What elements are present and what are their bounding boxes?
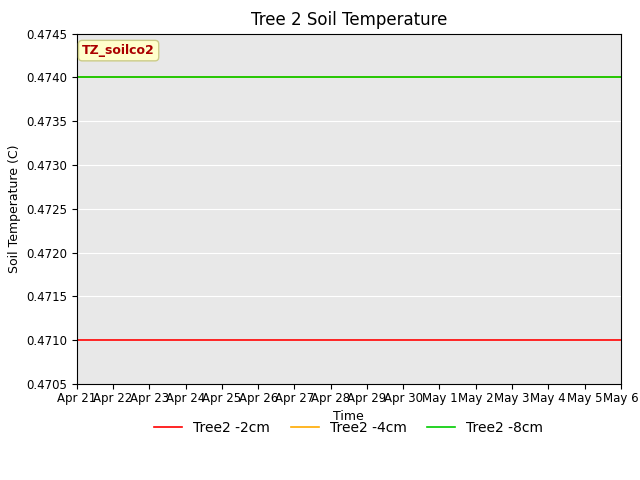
Tree2 -2cm: [617, 337, 625, 343]
Tree2 -4cm: [218, 74, 226, 80]
Tree2 -2cm: [182, 337, 189, 343]
Tree2 -4cm: [436, 74, 444, 80]
Tree2 -2cm: [291, 337, 298, 343]
Text: TZ_soilco2: TZ_soilco2: [82, 44, 155, 57]
Tree2 -8cm: [580, 74, 588, 80]
Title: Tree 2 Soil Temperature: Tree 2 Soil Temperature: [251, 11, 447, 29]
Tree2 -8cm: [73, 74, 81, 80]
X-axis label: Time: Time: [333, 410, 364, 423]
Tree2 -8cm: [363, 74, 371, 80]
Tree2 -4cm: [617, 74, 625, 80]
Tree2 -4cm: [580, 74, 588, 80]
Tree2 -8cm: [545, 74, 552, 80]
Tree2 -2cm: [109, 337, 117, 343]
Tree2 -8cm: [436, 74, 444, 80]
Tree2 -2cm: [363, 337, 371, 343]
Tree2 -8cm: [145, 74, 153, 80]
Tree2 -2cm: [436, 337, 444, 343]
Tree2 -2cm: [545, 337, 552, 343]
Tree2 -8cm: [617, 74, 625, 80]
Tree2 -8cm: [218, 74, 226, 80]
Tree2 -8cm: [182, 74, 189, 80]
Tree2 -2cm: [218, 337, 226, 343]
Tree2 -4cm: [73, 74, 81, 80]
Tree2 -4cm: [399, 74, 407, 80]
Tree2 -8cm: [109, 74, 117, 80]
Legend: Tree2 -2cm, Tree2 -4cm, Tree2 -8cm: Tree2 -2cm, Tree2 -4cm, Tree2 -8cm: [148, 415, 549, 440]
Tree2 -2cm: [327, 337, 335, 343]
Tree2 -2cm: [73, 337, 81, 343]
Tree2 -4cm: [472, 74, 479, 80]
Tree2 -2cm: [472, 337, 479, 343]
Tree2 -4cm: [545, 74, 552, 80]
Tree2 -4cm: [291, 74, 298, 80]
Y-axis label: Soil Temperature (C): Soil Temperature (C): [8, 144, 20, 273]
Tree2 -8cm: [508, 74, 516, 80]
Tree2 -8cm: [254, 74, 262, 80]
Tree2 -8cm: [291, 74, 298, 80]
Tree2 -8cm: [399, 74, 407, 80]
Tree2 -2cm: [254, 337, 262, 343]
Tree2 -4cm: [182, 74, 189, 80]
Tree2 -2cm: [580, 337, 588, 343]
Tree2 -4cm: [109, 74, 117, 80]
Tree2 -8cm: [472, 74, 479, 80]
Tree2 -4cm: [145, 74, 153, 80]
Tree2 -4cm: [363, 74, 371, 80]
Tree2 -2cm: [508, 337, 516, 343]
Tree2 -4cm: [327, 74, 335, 80]
Tree2 -4cm: [508, 74, 516, 80]
Tree2 -8cm: [327, 74, 335, 80]
Tree2 -4cm: [254, 74, 262, 80]
Tree2 -2cm: [399, 337, 407, 343]
Tree2 -2cm: [145, 337, 153, 343]
